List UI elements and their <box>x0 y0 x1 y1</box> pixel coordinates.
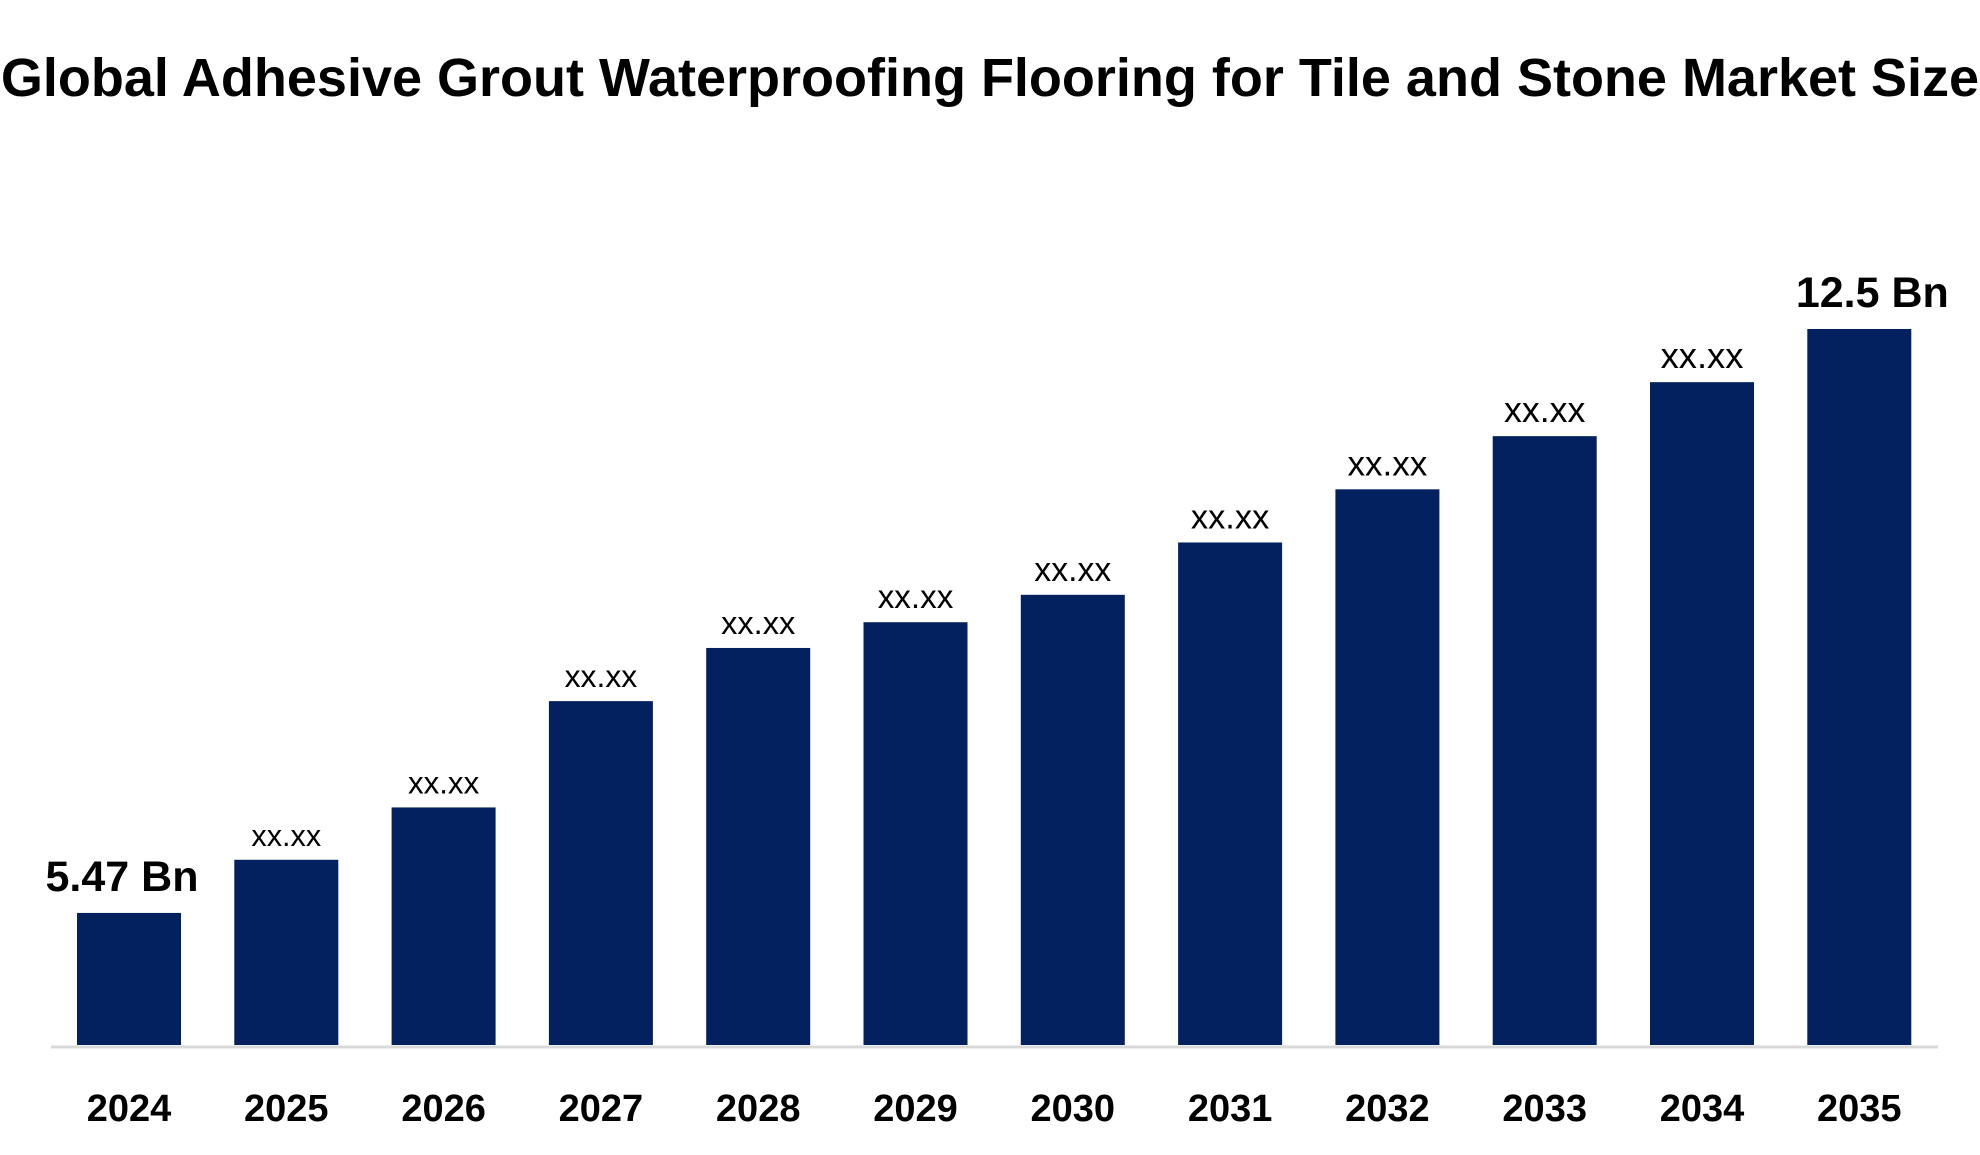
x-tick-label-2029: 2029 <box>873 1088 958 1130</box>
bar-2025 <box>234 859 339 1045</box>
x-tick-label-2033: 2033 <box>1502 1088 1587 1130</box>
chart-title: Global Adhesive Grout Waterproofing Floo… <box>0 48 1980 108</box>
data-label-2025: xx.xx <box>251 819 321 853</box>
x-tick-label-2031: 2031 <box>1188 1088 1273 1130</box>
data-label-2034: xx.xx <box>1661 335 1744 376</box>
data-label-2033: xx.xx <box>1504 390 1586 430</box>
bar-2026 <box>391 807 496 1045</box>
x-tick-label-2028: 2028 <box>716 1088 801 1130</box>
x-tick-label-2025: 2025 <box>244 1088 329 1130</box>
data-label-2024: 5.47 Bn <box>46 853 199 901</box>
bar-2024 <box>77 912 181 1045</box>
bar-2032 <box>1335 489 1440 1045</box>
bar-2034 <box>1650 382 1754 1045</box>
bar-2027 <box>548 701 653 1045</box>
x-tick-label-2024: 2024 <box>87 1088 172 1130</box>
x-tick-label-2026: 2026 <box>401 1088 486 1130</box>
bar-2028 <box>706 647 811 1045</box>
x-tick-label-2027: 2027 <box>559 1088 644 1130</box>
x-tick-label-2035: 2035 <box>1817 1088 1902 1130</box>
x-tick-label-2032: 2032 <box>1345 1088 1430 1130</box>
data-label-2028: xx.xx <box>721 605 795 641</box>
bar-2029 <box>863 622 968 1045</box>
data-label-2030: xx.xx <box>1034 551 1111 589</box>
bar-2033 <box>1492 436 1597 1045</box>
data-label-2026: xx.xx <box>408 765 480 800</box>
data-label-2027: xx.xx <box>565 658 638 694</box>
data-label-2032: xx.xx <box>1347 444 1427 483</box>
data-label-2031: xx.xx <box>1191 498 1269 536</box>
bar-2035 <box>1807 329 1912 1045</box>
bar-2030 <box>1020 594 1125 1045</box>
data-label-2035: 12.5 Bn <box>1796 269 1949 317</box>
bar-2031 <box>1178 542 1283 1045</box>
x-tick-label-2034: 2034 <box>1660 1088 1745 1130</box>
data-label-2029: xx.xx <box>878 579 954 616</box>
x-tick-label-2030: 2030 <box>1031 1088 1116 1130</box>
